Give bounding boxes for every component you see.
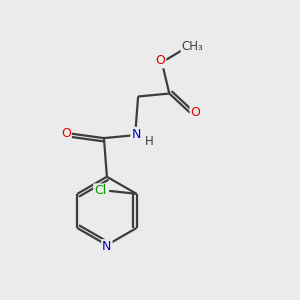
Text: O: O <box>190 106 200 119</box>
Text: CH₃: CH₃ <box>182 40 203 53</box>
Text: Cl: Cl <box>94 184 106 197</box>
Text: N: N <box>102 240 112 253</box>
Text: O: O <box>155 54 165 67</box>
Text: O: O <box>61 127 71 140</box>
Text: N: N <box>131 128 141 141</box>
Text: H: H <box>145 135 154 148</box>
